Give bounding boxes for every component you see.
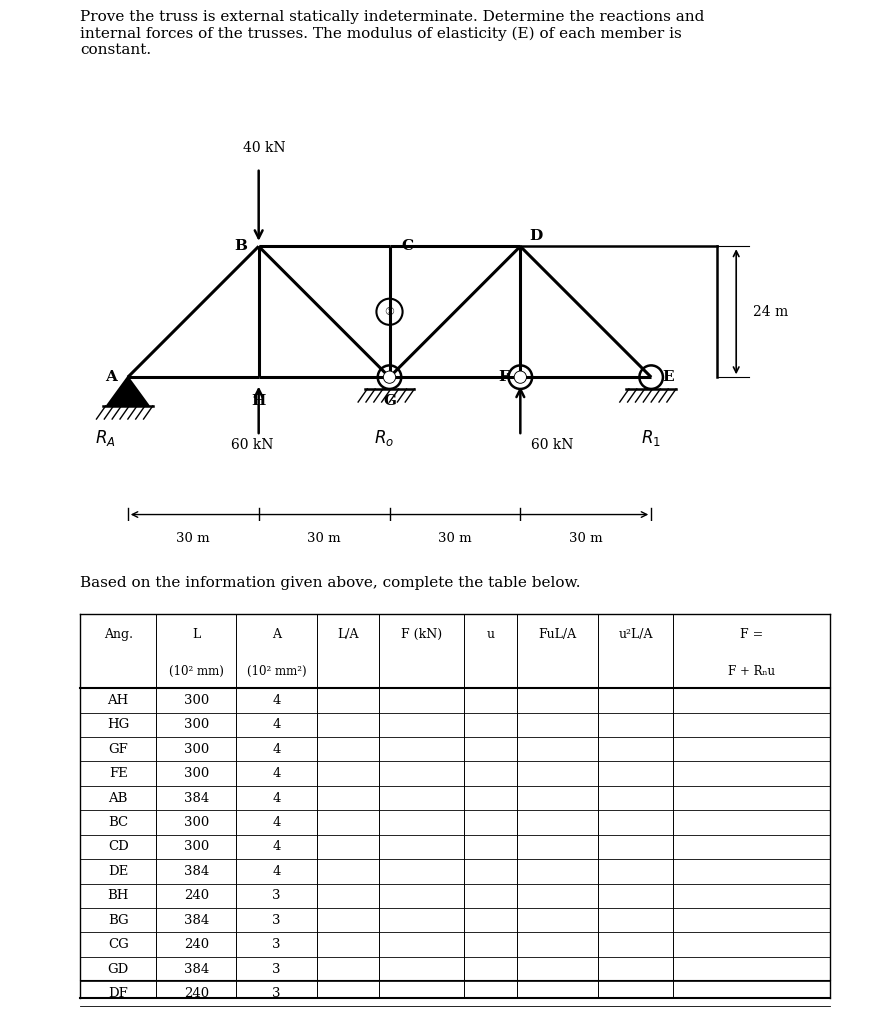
Text: (10² mm²): (10² mm²) [247, 665, 306, 678]
Text: BG: BG [108, 913, 128, 927]
Text: DE: DE [108, 865, 128, 878]
Text: $R_A$: $R_A$ [95, 428, 116, 447]
Text: 4: 4 [272, 767, 281, 780]
Text: 384: 384 [184, 963, 209, 976]
Text: D: D [530, 229, 542, 243]
Text: F (kN): F (kN) [401, 628, 442, 641]
Text: A: A [272, 628, 281, 641]
Text: C: C [401, 240, 414, 253]
Text: 240: 240 [184, 987, 209, 1000]
Circle shape [384, 372, 395, 383]
Text: AH: AH [108, 694, 128, 707]
Text: 60 kN: 60 kN [231, 438, 273, 453]
Text: Based on the information given above, complete the table below.: Based on the information given above, co… [80, 575, 581, 590]
Text: 240: 240 [184, 889, 209, 902]
Text: 300: 300 [184, 841, 209, 853]
Text: FE: FE [109, 767, 128, 780]
Text: G: G [383, 393, 396, 408]
Text: 3: 3 [272, 963, 281, 976]
Text: 300: 300 [184, 767, 209, 780]
Text: 30 m: 30 m [569, 531, 603, 545]
Circle shape [384, 372, 394, 382]
Text: u: u [487, 628, 494, 641]
Text: GD: GD [108, 963, 128, 976]
Text: F + Rₙu: F + Rₙu [728, 665, 775, 678]
Text: CG: CG [108, 938, 128, 951]
Text: 30 m: 30 m [307, 531, 341, 545]
Text: 4: 4 [272, 792, 281, 805]
Text: AB: AB [109, 792, 128, 805]
Text: 4: 4 [272, 718, 281, 731]
Text: 4: 4 [272, 694, 281, 707]
Text: 300: 300 [184, 718, 209, 731]
Text: 4: 4 [272, 841, 281, 853]
Text: $R_o$: $R_o$ [374, 428, 394, 447]
Text: 4: 4 [272, 742, 281, 756]
Text: 3: 3 [272, 913, 281, 927]
Text: 384: 384 [184, 792, 209, 805]
Text: A: A [105, 370, 117, 384]
Text: 240: 240 [184, 938, 209, 951]
Text: u²L/A: u²L/A [618, 628, 653, 641]
Text: 4: 4 [272, 816, 281, 829]
Text: BC: BC [108, 816, 128, 829]
Text: 300: 300 [184, 816, 209, 829]
Text: F =: F = [739, 628, 764, 641]
Text: 300: 300 [184, 742, 209, 756]
Text: 3: 3 [272, 987, 281, 1000]
Text: 24 m: 24 m [753, 305, 789, 318]
Text: 384: 384 [184, 913, 209, 927]
Text: 300: 300 [184, 694, 209, 707]
Circle shape [515, 372, 526, 383]
Text: GF: GF [108, 742, 128, 756]
Text: ①: ① [384, 307, 394, 316]
Text: 30 m: 30 m [177, 531, 211, 545]
Text: F: F [498, 370, 508, 384]
Text: BH: BH [108, 889, 128, 902]
Text: 3: 3 [272, 889, 281, 902]
Text: 60 kN: 60 kN [531, 438, 574, 453]
Text: L/A: L/A [337, 628, 359, 641]
Text: $R_1$: $R_1$ [640, 428, 661, 447]
Text: L: L [192, 628, 201, 641]
Circle shape [516, 372, 525, 382]
Text: B: B [234, 240, 247, 253]
Text: CD: CD [108, 841, 128, 853]
Text: (10² mm): (10² mm) [169, 665, 224, 678]
Text: E: E [663, 370, 674, 384]
Text: Prove the truss is external statically indeterminate. Determine the reactions an: Prove the truss is external statically i… [80, 10, 705, 57]
Text: 4: 4 [272, 865, 281, 878]
Text: FuL/A: FuL/A [539, 628, 576, 641]
Text: 40 kN: 40 kN [243, 141, 285, 156]
Text: 30 m: 30 m [438, 531, 472, 545]
Text: H: H [252, 393, 266, 408]
Text: HG: HG [107, 718, 129, 731]
Polygon shape [107, 377, 149, 406]
Text: Ang.: Ang. [103, 628, 133, 641]
Text: 384: 384 [184, 865, 209, 878]
Text: DF: DF [108, 987, 128, 1000]
Text: 3: 3 [272, 938, 281, 951]
